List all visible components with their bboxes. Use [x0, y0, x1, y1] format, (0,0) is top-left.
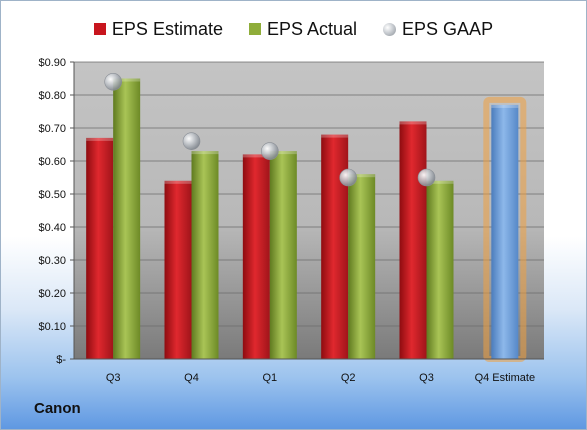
y-tick-label: $- [56, 354, 66, 366]
y-tick-label: $0.50 [38, 189, 66, 201]
legend-label-eps-estimate: EPS Estimate [111, 18, 223, 39]
y-tick-label: $0.30 [38, 255, 66, 267]
x-tick-label: Q3 [419, 372, 434, 384]
marker-eps-gaap [339, 168, 357, 187]
y-tick-label: $0.10 [38, 321, 66, 333]
bar-eps-estimate [164, 180, 192, 359]
legend-marker-eps-gaap [383, 22, 397, 36]
bars [86, 78, 527, 363]
bar-top-shine [399, 121, 427, 125]
marker-eps-gaap [261, 142, 279, 160]
marker-eps-gaap [104, 73, 122, 91]
marker-eps-gaap [182, 132, 201, 150]
bar-top-shine [426, 180, 454, 184]
y-axis: $- $0.10 $0.20 $0.30 $0.40 $0.50 $0.60 $0.70 $0.… [38, 57, 75, 366]
legend-swatch-eps-estimate [93, 23, 106, 35]
gaap-markers [104, 73, 436, 187]
y-tick-label: $0.40 [38, 222, 66, 234]
x-axis: Q3 Q4 Q1 Q2 Q3 Q4 Estimate [74, 358, 544, 384]
legend-item-eps-actual: EPS Actual [248, 18, 358, 40]
legend-label-eps-gaap: EPS GAAP [402, 18, 494, 39]
x-tick-label: Q1 [262, 372, 277, 384]
bar-top-shine [191, 151, 219, 155]
legend-item-eps-estimate: EPS Estimate [93, 18, 223, 40]
bar-q4-estimate [491, 104, 519, 360]
bar-eps-actual [426, 180, 454, 359]
bar-eps-estimate [321, 134, 349, 359]
bar-top-shine [113, 78, 141, 82]
bar-top-shine [269, 151, 297, 155]
y-tick-label: $0.70 [38, 123, 66, 135]
company-name: Canon [34, 400, 81, 417]
legend-label-eps-actual: EPS Actual [266, 18, 358, 39]
bar-eps-estimate [86, 137, 114, 359]
x-tick-label: Q4 [184, 372, 199, 384]
legend-swatch-eps-actual [248, 23, 261, 35]
y-tick-label: $0.20 [38, 288, 66, 300]
bar-top-shine [242, 154, 270, 158]
bar-top-shine [164, 180, 192, 184]
bar-top-shine [348, 174, 376, 178]
y-tick-label: $0.80 [38, 90, 66, 102]
bar-eps-actual [113, 78, 141, 359]
x-tick-label: Q4 Estimate [475, 372, 536, 384]
bar-eps-actual [348, 174, 376, 359]
bar-top-shine [491, 104, 519, 108]
marker-eps-gaap [417, 168, 436, 187]
legend-item-eps-gaap: EPS GAAP [383, 19, 493, 40]
x-tick-label: Q2 [341, 372, 356, 384]
bar-top-shine [86, 137, 114, 141]
plot-area [74, 62, 544, 359]
y-tick-label: $0.90 [38, 57, 66, 69]
y-tick-label: $0.60 [38, 156, 66, 168]
legend: EPS Estimate EPS Actual EPS GAAP [0, 14, 587, 44]
x-tick-label: Q3 [106, 372, 121, 384]
bar-eps-estimate [242, 154, 270, 359]
bar-eps-actual [269, 151, 297, 359]
bar-top-shine [321, 134, 349, 138]
bar-eps-estimate [399, 121, 427, 360]
bar-eps-actual [191, 151, 219, 359]
